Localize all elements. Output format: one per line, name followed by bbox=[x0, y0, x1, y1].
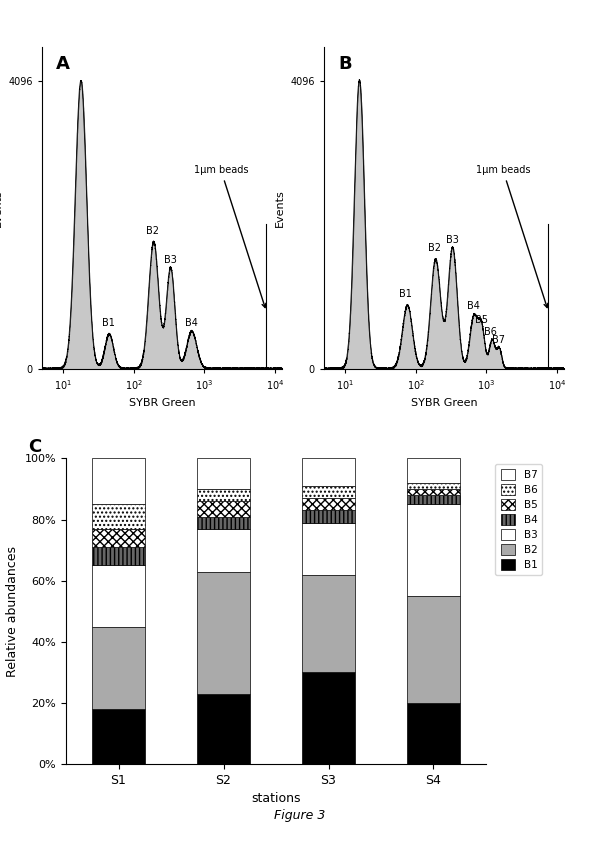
Text: B6: B6 bbox=[484, 327, 497, 337]
Text: B1: B1 bbox=[399, 290, 412, 300]
Bar bbox=[302, 498, 355, 510]
Bar bbox=[197, 489, 250, 501]
Bar bbox=[302, 510, 355, 523]
Bar bbox=[197, 501, 250, 516]
Bar bbox=[197, 529, 250, 571]
Text: B3: B3 bbox=[164, 255, 177, 265]
Bar bbox=[197, 458, 250, 489]
Bar bbox=[407, 495, 460, 504]
Bar bbox=[92, 547, 145, 565]
Text: B1: B1 bbox=[102, 318, 115, 328]
X-axis label: stations: stations bbox=[251, 792, 301, 806]
Bar bbox=[92, 627, 145, 709]
Y-axis label: Events: Events bbox=[0, 189, 3, 227]
Bar bbox=[407, 489, 460, 495]
Text: 1μm beads: 1μm beads bbox=[476, 166, 548, 307]
Bar bbox=[197, 694, 250, 764]
X-axis label: SYBR Green: SYBR Green bbox=[128, 397, 196, 408]
Text: B4: B4 bbox=[185, 318, 197, 328]
Bar bbox=[197, 571, 250, 694]
Text: A: A bbox=[56, 55, 70, 73]
Bar bbox=[92, 458, 145, 504]
Text: C: C bbox=[28, 438, 41, 457]
Y-axis label: Relative abundances: Relative abundances bbox=[6, 546, 19, 677]
Bar bbox=[407, 504, 460, 596]
Text: Figure 3: Figure 3 bbox=[274, 809, 326, 823]
Legend: B7, B6, B5, B4, B3, B2, B1: B7, B6, B5, B4, B3, B2, B1 bbox=[496, 464, 542, 575]
Bar bbox=[92, 709, 145, 764]
Bar bbox=[92, 565, 145, 627]
Bar bbox=[302, 672, 355, 764]
Text: B: B bbox=[338, 55, 352, 73]
Bar bbox=[302, 575, 355, 672]
Bar bbox=[302, 458, 355, 486]
Text: 1μm beads: 1μm beads bbox=[194, 166, 266, 307]
Bar bbox=[407, 703, 460, 764]
Bar bbox=[92, 529, 145, 547]
Bar bbox=[302, 486, 355, 498]
Y-axis label: Events: Events bbox=[275, 189, 285, 227]
Text: B7: B7 bbox=[492, 335, 505, 346]
Text: B5: B5 bbox=[475, 315, 488, 325]
Bar bbox=[197, 516, 250, 529]
Bar bbox=[92, 504, 145, 529]
X-axis label: SYBR Green: SYBR Green bbox=[410, 397, 478, 408]
Bar bbox=[302, 523, 355, 575]
Text: B2: B2 bbox=[146, 226, 159, 236]
Text: B2: B2 bbox=[428, 243, 441, 253]
Text: B3: B3 bbox=[446, 234, 459, 245]
Bar bbox=[407, 458, 460, 483]
Text: B4: B4 bbox=[467, 301, 479, 311]
Bar bbox=[407, 483, 460, 489]
Bar bbox=[407, 596, 460, 703]
